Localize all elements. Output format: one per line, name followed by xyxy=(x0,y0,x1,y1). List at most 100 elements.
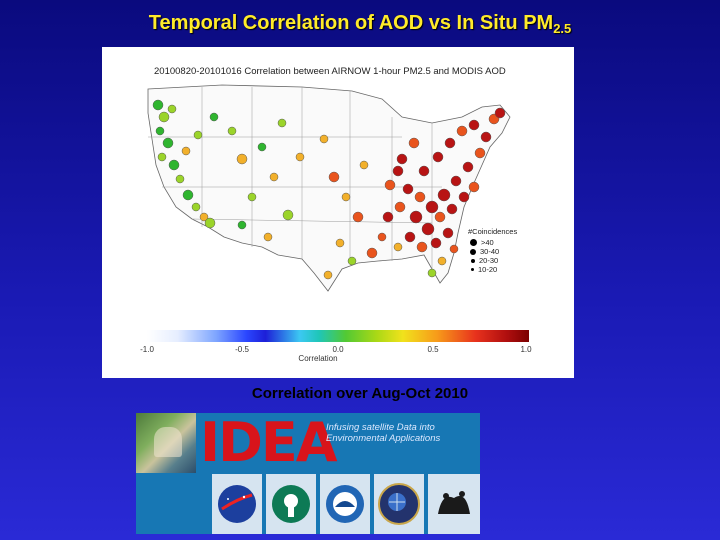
station-points xyxy=(152,99,506,280)
station-point xyxy=(204,217,216,229)
legend-label: 10-20 xyxy=(478,265,498,274)
epa-logo xyxy=(266,474,316,534)
station-point xyxy=(446,203,458,215)
cimss-logo xyxy=(428,474,480,534)
legend-label: 20-30 xyxy=(479,256,499,265)
station-point xyxy=(277,118,287,128)
station-point xyxy=(181,146,191,156)
slide-title-subscript: 2.5 xyxy=(553,21,572,36)
legend-row: 10-20 xyxy=(468,265,517,274)
station-point xyxy=(282,209,294,221)
legend-dot-small xyxy=(471,258,475,263)
station-point xyxy=(404,231,416,243)
idea-tagline: Infusing satellite Data into Environment… xyxy=(326,422,441,444)
idea-logo: IDEA xyxy=(200,411,338,474)
map-caption: Correlation over Aug-Oct 2010 xyxy=(251,385,469,402)
colorbar-tick: 0.5 xyxy=(427,345,439,354)
station-point xyxy=(430,237,442,249)
station-point xyxy=(319,134,329,144)
station-point xyxy=(409,210,423,224)
partner-logos xyxy=(212,474,480,534)
station-point xyxy=(328,171,340,183)
epa-flower-icon xyxy=(284,494,298,517)
colorbar-tick: 1.0 xyxy=(520,345,532,354)
station-point xyxy=(382,211,394,223)
globe-icon xyxy=(388,493,406,511)
station-point xyxy=(393,242,403,252)
station-point xyxy=(402,183,414,195)
legend-label: >40 xyxy=(481,238,494,247)
coincidence-legend: #Coincidences >40 30-40 20-30 10-20 xyxy=(468,227,517,274)
station-point xyxy=(352,211,364,223)
station-point xyxy=(237,220,247,230)
nasa-icon xyxy=(218,485,256,523)
legend-row: 20-30 xyxy=(468,256,517,265)
state-borders xyxy=(148,87,442,269)
station-point xyxy=(152,99,164,111)
station-point xyxy=(175,174,185,184)
station-point xyxy=(494,107,506,119)
colorbar-tick: -1.0 xyxy=(140,345,154,354)
station-point xyxy=(384,179,396,191)
station-point xyxy=(295,152,305,162)
station-point xyxy=(247,192,257,202)
colorbar-label: Correlation xyxy=(298,354,338,363)
station-point xyxy=(474,147,486,159)
station-point xyxy=(418,165,430,177)
us-outline xyxy=(147,84,511,292)
station-point xyxy=(437,188,451,202)
legend-row: 30-40 xyxy=(468,247,517,256)
station-point xyxy=(335,238,345,248)
station-point xyxy=(434,211,446,223)
station-point xyxy=(468,119,480,131)
idea-banner: IDEA Infusing satellite Data into Enviro… xyxy=(136,413,480,534)
station-point xyxy=(468,181,480,193)
station-point xyxy=(193,130,203,140)
station-point xyxy=(442,227,454,239)
station-point xyxy=(366,247,378,259)
legend-dot-medium xyxy=(470,248,476,255)
colorbar-tick: 0.0 xyxy=(332,345,344,354)
station-point xyxy=(437,256,447,266)
station-point xyxy=(182,189,194,201)
station-point xyxy=(427,268,437,278)
station-point xyxy=(167,104,177,114)
station-point xyxy=(323,270,333,280)
station-point xyxy=(347,256,357,266)
station-point xyxy=(414,191,426,203)
noaa-bird-icon xyxy=(333,492,357,516)
station-point xyxy=(359,160,369,170)
legend-row: >40 xyxy=(468,238,517,247)
station-point xyxy=(425,200,439,214)
station-point xyxy=(408,137,420,149)
station-point xyxy=(236,153,248,165)
station-point xyxy=(191,202,201,212)
slide-title: Temporal Correlation of AOD vs In Situ P… xyxy=(0,12,720,36)
epa-icon xyxy=(272,485,310,523)
noaa-logo xyxy=(320,474,370,534)
station-point xyxy=(456,125,468,137)
correlation-map: 20100820-20101016 Correlation between AI… xyxy=(102,47,574,378)
colorbar-tick: -0.5 xyxy=(235,345,249,354)
station-point xyxy=(341,192,351,202)
station-point xyxy=(263,232,273,242)
slide-title-text: Temporal Correlation of AOD vs In Situ P… xyxy=(148,12,554,34)
station-point xyxy=(394,201,406,213)
banner-photo xyxy=(136,413,196,473)
station-point xyxy=(450,175,462,187)
station-point xyxy=(227,126,237,136)
station-point xyxy=(392,165,404,177)
station-point xyxy=(157,152,167,162)
map-canvas xyxy=(147,84,511,292)
correlation-colorbar xyxy=(147,330,529,342)
station-point xyxy=(162,137,174,149)
map-header: 20100820-20101016 Correlation between AI… xyxy=(154,66,506,77)
station-point xyxy=(199,212,209,222)
station-point xyxy=(396,153,408,165)
station-point xyxy=(449,244,459,254)
station-point xyxy=(462,161,474,173)
station-point xyxy=(257,142,267,152)
station-point xyxy=(480,131,492,143)
station-point xyxy=(209,112,219,122)
nasa-meatball-icon xyxy=(221,493,253,511)
